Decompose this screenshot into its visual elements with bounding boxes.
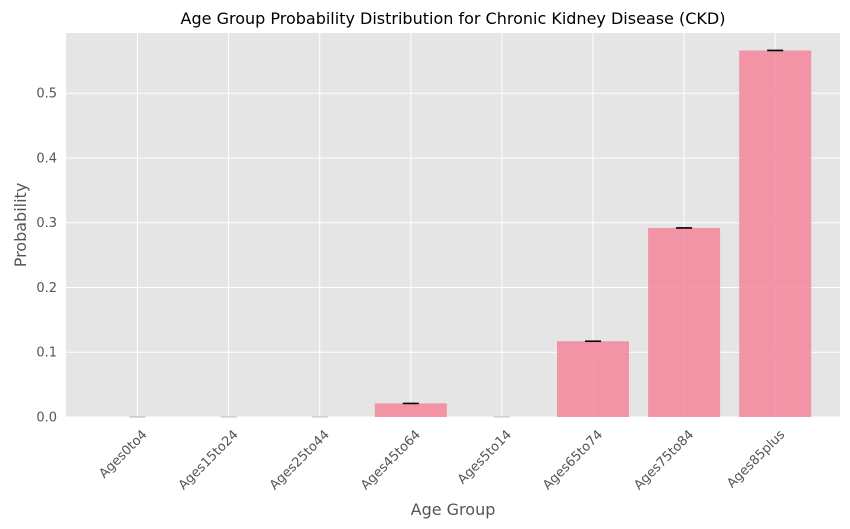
x-tick-label: Ages15to24 — [176, 427, 242, 493]
y-axis-label: Probability — [11, 183, 30, 268]
bar — [648, 227, 721, 417]
x-tick-label: Ages45to64 — [358, 427, 424, 493]
bar — [557, 341, 629, 417]
bars — [129, 49, 812, 418]
x-tick-label: Ages85plus — [724, 427, 788, 491]
y-tick-label: 0.5 — [36, 87, 57, 102]
y-tick-label: 0.2 — [36, 281, 57, 296]
x-tick-label: Ages0to4 — [96, 427, 150, 481]
x-tick-label: Ages5to14 — [455, 427, 515, 487]
bar — [374, 403, 447, 417]
chart-title: Age Group Probability Distribution for C… — [181, 9, 726, 28]
plot-background — [66, 33, 840, 417]
x-tick-label: Ages65to74 — [540, 427, 606, 493]
x-tick-labels: Ages0to4 Ages15to24 Ages25to44 Ages45to64 Ag… — [96, 427, 788, 493]
y-tick-label: 0.0 — [36, 411, 57, 426]
x-tick-label: Ages25to44 — [267, 427, 333, 493]
y-tick-labels: 0.0 0.1 0.2 0.3 0.4 0.5 — [36, 87, 57, 426]
bar — [739, 50, 812, 417]
y-tick-label: 0.1 — [36, 346, 57, 361]
y-tick-label: 0.3 — [36, 216, 57, 231]
y-tick-label: 0.4 — [36, 151, 57, 166]
x-tick-label: Ages75to84 — [631, 427, 697, 493]
x-axis-label: Age Group — [411, 500, 496, 519]
